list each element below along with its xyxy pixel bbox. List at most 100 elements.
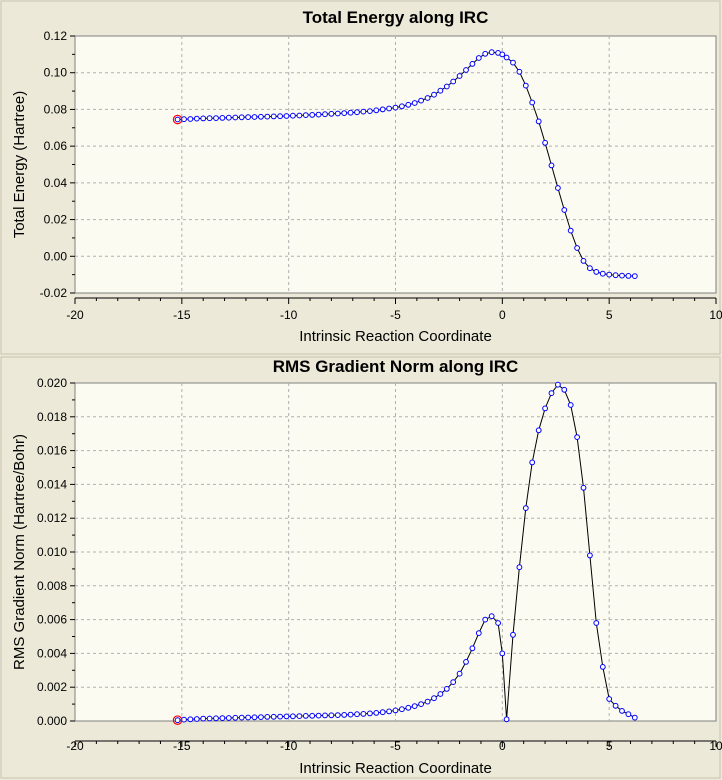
data-point: [373, 107, 380, 114]
data-point: [561, 207, 568, 213]
data-point: [516, 68, 523, 75]
data-point: [510, 631, 516, 638]
x-tick-label: 0: [499, 739, 506, 753]
y-tick-label: 0.016: [37, 444, 67, 458]
data-point: [367, 710, 373, 717]
x-tick-label: -10: [280, 739, 298, 753]
data-point: [264, 714, 271, 720]
data-point: [456, 670, 463, 677]
data-point: [174, 717, 181, 724]
data-point: [619, 708, 625, 714]
x-tick-label: -15: [173, 739, 191, 753]
data-point: [443, 686, 450, 692]
data-point: [347, 711, 354, 718]
data-point: [206, 715, 213, 722]
data-point: [392, 707, 399, 714]
chart-title: RMS Gradient Norm along IRC: [273, 357, 519, 376]
data-point: [499, 650, 506, 657]
data-point: [542, 405, 548, 412]
data-point: [587, 552, 593, 559]
data-point: [535, 427, 542, 434]
data-point: [302, 713, 309, 719]
x-tick-label: -15: [173, 308, 191, 322]
x-tick-label: -20: [66, 308, 84, 322]
y-tick-label: 0.010: [37, 545, 67, 559]
data-point: [475, 55, 482, 61]
data-point: [418, 97, 425, 104]
data-point: [424, 95, 431, 101]
data-point: [555, 185, 561, 191]
data-point: [251, 114, 258, 120]
data-point: [379, 709, 386, 716]
data-point: [187, 116, 194, 122]
y-tick-label: 0.004: [37, 646, 67, 660]
data-point: [411, 100, 418, 106]
data-point: [360, 711, 367, 717]
data-point: [193, 115, 200, 122]
data-point: [379, 106, 386, 113]
data-point: [296, 112, 303, 119]
data-point: [463, 659, 469, 665]
y-tick-label: 0.02: [44, 213, 68, 227]
y-tick-label: 0.00: [44, 249, 68, 263]
x-axis-label: Intrinsic Reaction Coordinate: [299, 328, 492, 345]
y-tick-label: 0.10: [44, 66, 68, 80]
data-point: [574, 245, 580, 251]
data-point: [341, 110, 348, 116]
data-point: [631, 714, 638, 721]
y-tick-label: 0.008: [37, 579, 67, 593]
data-point: [593, 269, 600, 275]
data-point: [469, 645, 476, 652]
data-point: [612, 702, 619, 709]
data-point: [510, 59, 516, 66]
data-point: [450, 679, 457, 685]
data-point: [296, 713, 303, 719]
data-point: [386, 105, 393, 112]
y-tick-label: 0.04: [44, 176, 68, 190]
data-point: [245, 114, 252, 120]
data-point: [529, 99, 536, 106]
data-point: [219, 715, 226, 721]
data-point: [548, 390, 555, 397]
data-point: [567, 402, 574, 408]
data-point: [522, 82, 529, 89]
data-point: [431, 91, 437, 98]
data-point: [354, 109, 360, 116]
data-point: [309, 712, 316, 719]
data-point: [437, 691, 444, 697]
data-point: [245, 714, 252, 721]
data-point: [555, 381, 561, 388]
data-point: [341, 712, 348, 718]
data-point: [599, 664, 606, 670]
data-point: [475, 630, 482, 636]
y-axis-label: Total Energy (Hartree): [11, 91, 28, 239]
data-point: [456, 73, 463, 79]
data-point: [574, 434, 580, 441]
data-point: [283, 713, 290, 720]
data-point: [213, 715, 219, 722]
data-point: [469, 61, 476, 67]
data-point: [606, 271, 613, 278]
data-point: [482, 50, 489, 57]
data-point: [386, 708, 393, 715]
data-point: [322, 111, 328, 118]
data-point: [277, 713, 284, 720]
data-point: [206, 115, 213, 122]
data-point: [612, 272, 619, 279]
data-point: [567, 227, 574, 234]
y-tick-label: 0.014: [37, 477, 67, 491]
data-point: [328, 712, 335, 719]
y-tick-label: 0.08: [44, 102, 68, 116]
x-tick-label: -5: [390, 739, 401, 753]
data-point: [232, 114, 239, 121]
x-tick-label: -5: [390, 308, 401, 322]
data-point: [315, 111, 322, 118]
data-point: [373, 710, 380, 716]
data-point: [392, 104, 399, 111]
x-tick-label: 10: [709, 308, 722, 322]
data-point: [482, 616, 489, 623]
data-point: [213, 115, 219, 121]
data-point: [561, 386, 568, 393]
data-point: [495, 620, 502, 626]
data-point: [463, 67, 469, 73]
